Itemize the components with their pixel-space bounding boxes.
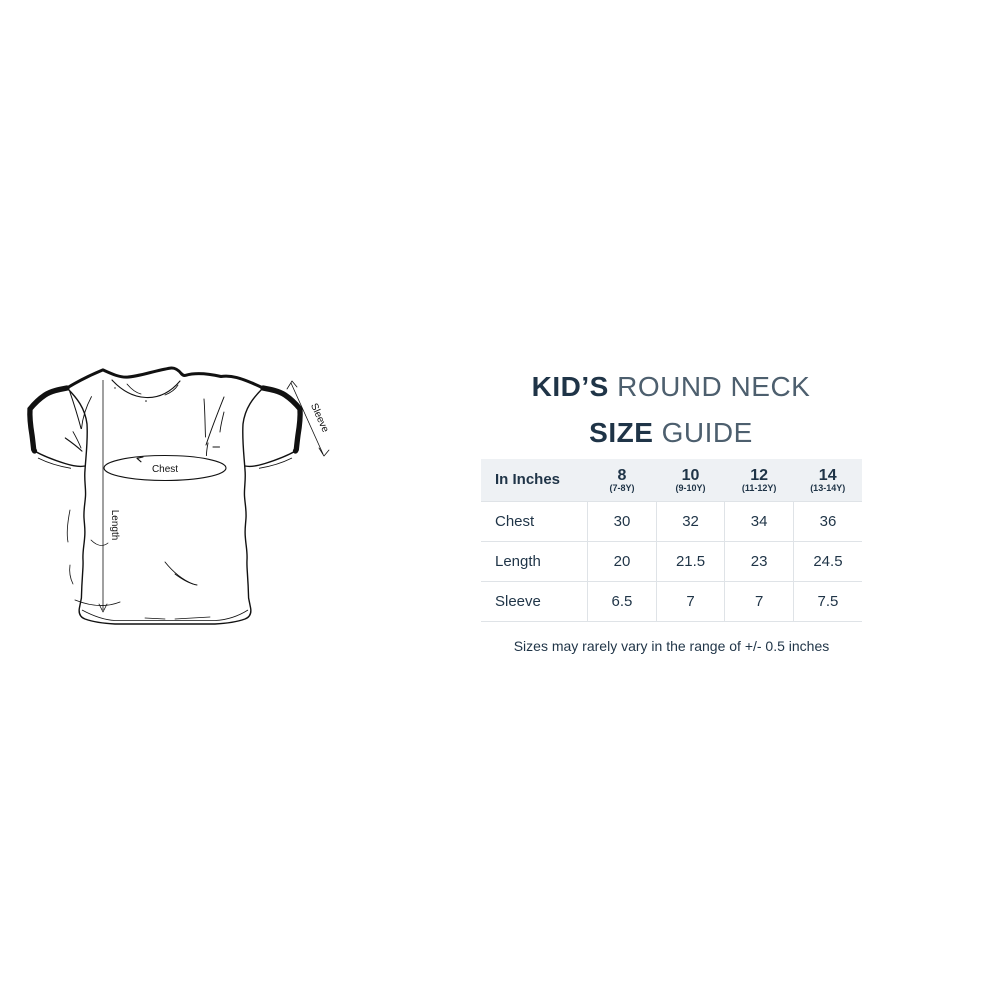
svg-text:Length: Length [109,510,120,541]
svg-text:Chest: Chest [152,464,178,475]
